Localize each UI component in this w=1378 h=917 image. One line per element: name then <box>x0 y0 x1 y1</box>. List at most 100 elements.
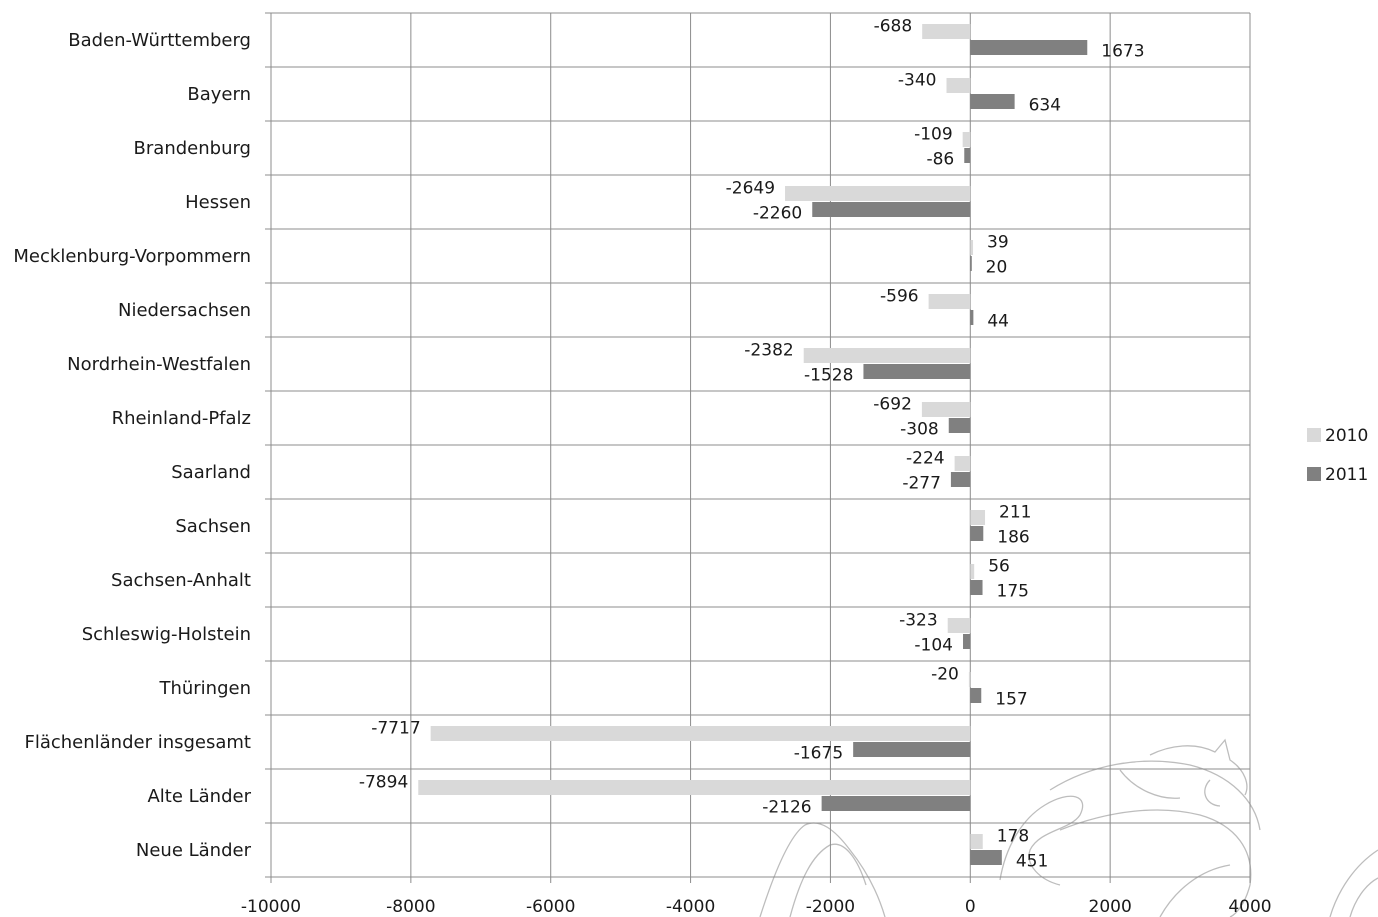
category-label: Neue Länder <box>136 840 252 861</box>
bar-2011 <box>970 526 984 541</box>
data-label-2011: 186 <box>997 528 1029 548</box>
category-label: Flächenländer insgesamt <box>24 732 251 753</box>
data-label-2011: 157 <box>995 690 1027 710</box>
x-tick-label: -8000 <box>386 897 435 917</box>
bars <box>418 24 1088 865</box>
x-tick-label: 2000 <box>1089 897 1132 917</box>
bar-2011 <box>970 580 983 595</box>
data-label-2010: -340 <box>898 71 937 91</box>
category-label: Thüringen <box>158 678 251 699</box>
category-label: Rheinland-Pfalz <box>112 408 251 429</box>
data-label-2011: 634 <box>1029 96 1061 116</box>
category-label: Brandenburg <box>134 138 251 159</box>
bar-2010 <box>928 294 971 309</box>
bar-2010 <box>970 240 974 255</box>
data-label-2011: 44 <box>987 312 1009 332</box>
x-tick-label: -4000 <box>666 897 715 917</box>
bar-2010 <box>921 402 971 417</box>
data-label-2011: -1675 <box>794 744 843 764</box>
legend: 2010 2011 <box>1307 426 1368 485</box>
category-label: Schleswig-Holstein <box>82 624 251 645</box>
bar-2010 <box>803 348 971 363</box>
data-label-2010: -224 <box>906 449 945 469</box>
bar-2011 <box>970 256 972 271</box>
x-tick-label: 0 <box>965 897 976 917</box>
data-label-2010: 56 <box>988 557 1010 577</box>
data-label-2010: 39 <box>987 233 1009 253</box>
data-label-2010: -323 <box>899 611 938 631</box>
bar-2010 <box>970 564 975 579</box>
bar-2010 <box>785 186 971 201</box>
category-label: Bayern <box>187 84 251 105</box>
bar-2010 <box>970 834 983 849</box>
data-label-2011: 451 <box>1016 852 1048 872</box>
data-label-2010: -2649 <box>726 179 775 199</box>
data-label-2010: 178 <box>997 827 1029 847</box>
data-label-2011: -86 <box>926 150 954 170</box>
legend-swatch-2011 <box>1307 467 1321 481</box>
data-label-2010: -596 <box>880 287 919 307</box>
grid <box>265 12 1251 883</box>
data-label-2011: 175 <box>997 582 1029 602</box>
data-label-2010: -692 <box>873 395 912 415</box>
bar-2011 <box>964 148 971 163</box>
data-label-2010: 211 <box>999 503 1031 523</box>
bar-2010 <box>947 618 971 633</box>
bar-2011 <box>863 364 971 379</box>
bar-2010 <box>418 780 971 795</box>
data-label-2011: -2260 <box>753 204 802 224</box>
category-label: Mecklenburg-Vorpommern <box>13 246 251 267</box>
data-label-2011: 1673 <box>1101 42 1144 62</box>
bar-2010 <box>962 132 971 147</box>
bar-2011 <box>970 850 1002 865</box>
legend-label-2010: 2010 <box>1325 426 1368 446</box>
x-tick-label: -10000 <box>241 897 301 917</box>
data-label-2010: -7894 <box>359 773 408 793</box>
bar-2010 <box>954 456 971 471</box>
category-label: Sachsen-Anhalt <box>111 570 251 591</box>
data-label-2011: -2126 <box>762 798 811 818</box>
data-label-2010: -688 <box>874 17 913 37</box>
category-label: Baden-Württemberg <box>68 30 251 51</box>
category-label: Sachsen <box>175 516 251 537</box>
bar-2010 <box>922 24 971 39</box>
x-tick-label: 4000 <box>1228 897 1271 917</box>
bar-2011 <box>950 472 971 487</box>
bar-2011 <box>963 634 971 649</box>
data-label-2010: -2382 <box>744 341 793 361</box>
legend-label-2011: 2011 <box>1325 465 1368 485</box>
bar-2011 <box>812 202 971 217</box>
category-labels: Baden-Württemberg Bayern Brandenburg Hessen… <box>13 30 251 861</box>
x-tick-label: -6000 <box>526 897 575 917</box>
bar-2011 <box>970 40 1088 55</box>
data-label-2011: -277 <box>902 474 941 494</box>
category-label: Saarland <box>171 462 251 483</box>
bar-2010 <box>430 726 971 741</box>
bar-2011 <box>970 688 982 703</box>
data-label-2011: -1528 <box>804 366 853 386</box>
legend-swatch-2010 <box>1307 428 1321 442</box>
category-label: Nordrhein-Westfalen <box>67 354 251 375</box>
bar-2010 <box>968 672 971 687</box>
data-label-2011: -308 <box>900 420 939 440</box>
x-axis-tick-labels: -10000 -8000 -6000 -4000 -2000 0 2000 4000 <box>241 897 1272 917</box>
category-label: Hessen <box>185 192 251 213</box>
data-label-2010: -109 <box>914 125 953 145</box>
category-label: Niedersachsen <box>118 300 251 321</box>
category-label: Alte Länder <box>147 786 251 807</box>
bar-2011 <box>970 94 1015 109</box>
data-label-2010: -7717 <box>371 719 420 739</box>
bar-2010 <box>946 78 971 93</box>
lion-watermark <box>759 738 1378 917</box>
bar-2011 <box>853 742 971 757</box>
x-tick-label: -2000 <box>806 897 855 917</box>
data-labels: -688 1673 -340 634 -109 -86 -2649 -2260 39 20 -596… <box>359 17 1145 872</box>
bar-2010 <box>970 510 986 525</box>
data-label-2010: -20 <box>931 665 959 685</box>
bar-2011 <box>948 418 971 433</box>
bar-2011 <box>821 796 971 811</box>
data-label-2011: -104 <box>914 636 953 656</box>
bar-2011 <box>970 310 974 325</box>
data-label-2011: 20 <box>986 258 1008 278</box>
